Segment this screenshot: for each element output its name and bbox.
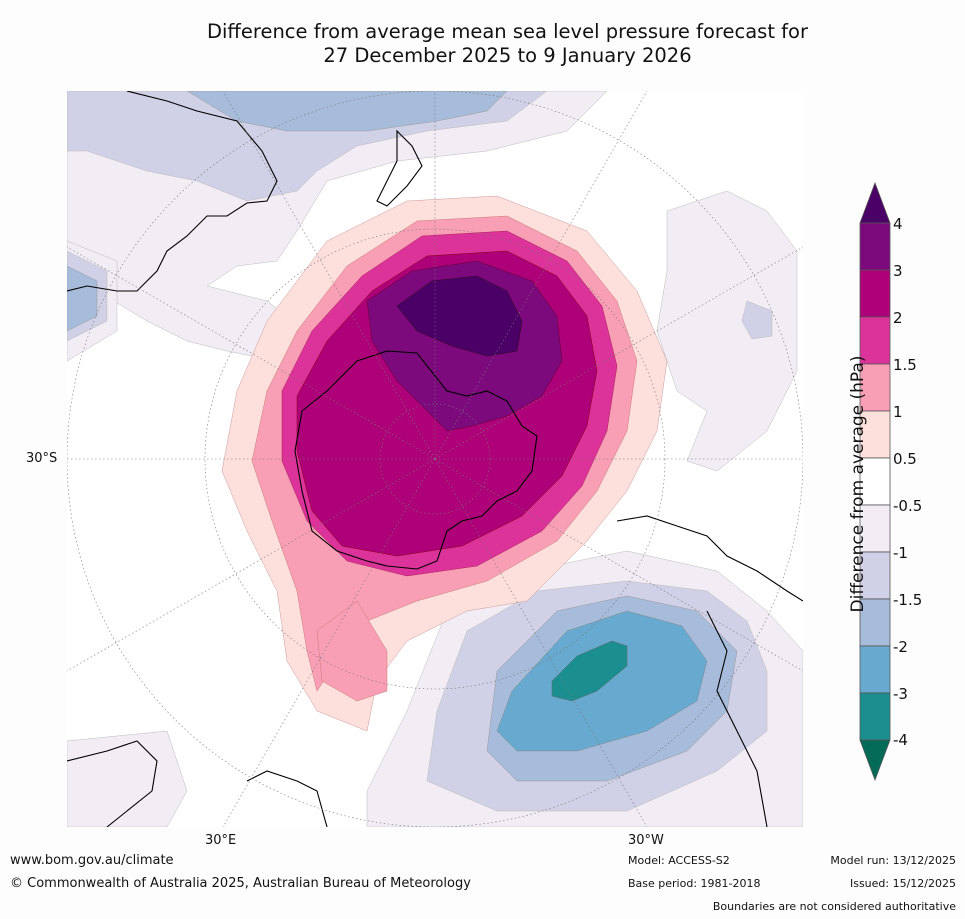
south-america-coastline <box>616 515 803 827</box>
colorbar-swatch-1p5-2 <box>859 316 891 365</box>
latitude-60s-circle <box>204 228 666 690</box>
colorbar-swatch-1-1p5 <box>859 363 891 412</box>
colorbar-tick-neg2: -2 <box>893 638 908 656</box>
colorbar-swatch-0p5-1 <box>859 410 891 459</box>
label-30w: 30°W <box>628 833 664 848</box>
graticule <box>67 91 803 827</box>
meridian-150e <box>222 91 436 460</box>
label-30e: 30°E <box>205 833 237 848</box>
colorbar-tick-neg1: -1 <box>893 544 908 562</box>
colorbar-swatch-neg3-neg4 <box>859 692 891 741</box>
colorbar-tick-3: 3 <box>893 262 903 280</box>
pressure-anomaly-map[interactable] <box>67 91 803 827</box>
footer-model-run: Model run: 13/12/2025 <box>830 854 956 867</box>
footer-disclaimer: Boundaries are not considered authoritat… <box>712 900 956 913</box>
colorbar-top-arrow <box>859 181 891 224</box>
colorbar-tick-1: 1 <box>893 403 903 421</box>
title-line-2: 27 December 2025 to 9 January 2026 <box>323 44 692 67</box>
meridian-60w <box>434 458 803 672</box>
footer-model: Model: ACCESS-S2 <box>628 854 730 867</box>
colorbar-tick-2: 2 <box>893 309 903 327</box>
meridian-150w <box>434 91 648 460</box>
anomaly-region-pos4 <box>396 275 523 357</box>
anomaly-region-neg3 <box>551 640 628 702</box>
madagascar-coastline <box>246 770 328 827</box>
colorbar-tick-0p5: 0.5 <box>893 450 917 468</box>
coastlines <box>67 91 803 827</box>
blue-top <box>186 91 508 132</box>
colorbar-tick-1p5: 1.5 <box>893 356 917 374</box>
meridian-30e <box>222 458 436 827</box>
colorbar-tick-neg3: -3 <box>893 685 908 703</box>
colorbar-swatch-neg1p5-neg2 <box>859 598 891 647</box>
meridian-120w <box>434 246 803 460</box>
footer-copyright: © Commonwealth of Australia 2025, Austra… <box>10 876 471 891</box>
colorbar-bottom-arrow <box>859 739 891 782</box>
colorbar-title: Difference from average (hPa) <box>848 355 868 613</box>
blue-left <box>67 265 98 332</box>
meridian-30w <box>434 458 648 827</box>
footer-url[interactable]: www.bom.gov.au/climate <box>10 853 174 868</box>
chart-title: Difference from average mean sea level p… <box>100 20 915 68</box>
colorbar-swatch-neg2-neg3 <box>859 645 891 694</box>
colorbar-swatch-neutral <box>859 457 891 506</box>
colorbar-tick-4: 4 <box>893 215 903 233</box>
meridian-60e <box>67 458 436 672</box>
colorbar-swatch-2-3 <box>859 269 891 318</box>
lavender-bottom-left <box>67 730 188 827</box>
antarctica-coastline <box>294 350 538 570</box>
new-zealand-coastline <box>376 129 423 207</box>
australia-coastline <box>67 91 278 292</box>
label-30s: 30°S <box>26 451 58 466</box>
footer-issued: Issued: 15/12/2025 <box>849 877 956 890</box>
colorbar-tick-neg0p5: -0.5 <box>893 497 923 515</box>
africa-coastline <box>67 740 158 827</box>
colorbar-tick-neg1p5: -1.5 <box>893 591 923 609</box>
meridian-120e <box>67 246 436 460</box>
colorbar-swatch-neg0p5-neg1 <box>859 504 891 553</box>
grey-right-blob <box>741 300 773 340</box>
title-line-1: Difference from average mean sea level p… <box>207 20 808 43</box>
anomaly-region-pos1-lobe <box>316 600 388 702</box>
footer-base-period: Base period: 1981-2018 <box>628 877 761 890</box>
colorbar-tick-neg4: -4 <box>893 731 908 749</box>
colorbar-swatch-3-4 <box>859 222 891 271</box>
